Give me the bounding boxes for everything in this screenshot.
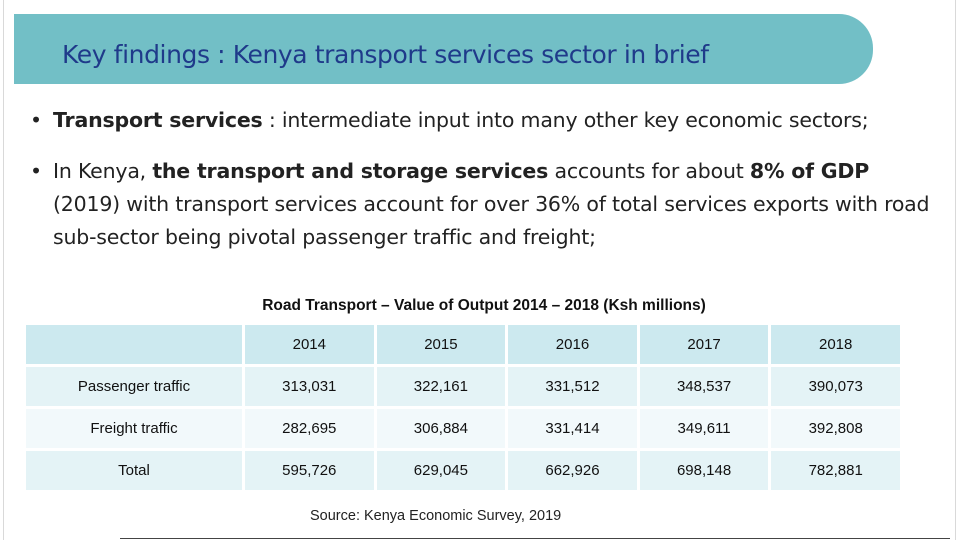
table-header-row: 2014 2015 2016 2017 2018 <box>26 325 900 364</box>
header-year-2017: 2017 <box>639 325 769 364</box>
bullet-list: • Transport services : intermediate inpu… <box>30 104 935 272</box>
bullet-1-bold-lead: Transport services <box>53 108 263 132</box>
table-cell: 782,881 <box>771 451 900 490</box>
bullet-2-bold-a: the transport and storage services <box>152 159 549 183</box>
bullet-item-1: • Transport services : intermediate inpu… <box>30 104 935 137</box>
bullet-marker: • <box>30 108 42 132</box>
slide-title: Key findings : Kenya transport services … <box>62 40 709 69</box>
table-row-freight-traffic: Freight traffic 282,695 306,884 331,414 … <box>26 409 900 448</box>
bullet-marker: • <box>30 159 42 183</box>
header-year-2014: 2014 <box>245 325 374 364</box>
table-cell: 313,031 <box>245 367 374 406</box>
header-corner-cell <box>26 325 242 364</box>
table-source-note: Source: Kenya Economic Survey, 2019 <box>310 508 562 524</box>
bullet-2-text-a: In Kenya, <box>53 159 153 183</box>
table-cell: 662,926 <box>508 451 637 490</box>
bottom-divider <box>120 538 950 539</box>
table-cell: 629,045 <box>376 451 506 490</box>
row-label: Passenger traffic <box>26 367 242 406</box>
header-year-2015: 2015 <box>376 325 506 364</box>
table-cell: 282,695 <box>245 409 374 448</box>
row-label: Freight traffic <box>26 409 242 448</box>
table-cell: 392,808 <box>771 409 900 448</box>
table-cell: 390,073 <box>771 367 900 406</box>
table-caption: Road Transport – Value of Output 2014 – … <box>262 297 706 314</box>
table-cell: 698,148 <box>639 451 769 490</box>
bullet-item-2: • In Kenya, the transport and storage se… <box>30 155 935 254</box>
table-row-total: Total 595,726 629,045 662,926 698,148 78… <box>26 451 900 490</box>
table-row-passenger-traffic: Passenger traffic 313,031 322,161 331,51… <box>26 367 900 406</box>
slide-frame <box>3 0 956 540</box>
table-cell: 349,611 <box>639 409 769 448</box>
bullet-2-text-b: accounts for about <box>548 159 750 183</box>
table-cell: 348,537 <box>639 367 769 406</box>
road-transport-table: 2014 2015 2016 2017 2018 Passenger traff… <box>23 322 903 493</box>
bullet-1-text: : intermediate input into many other key… <box>262 108 869 132</box>
table-cell: 331,512 <box>508 367 637 406</box>
table-cell: 322,161 <box>376 367 506 406</box>
table-cell: 331,414 <box>508 409 637 448</box>
table-cell: 595,726 <box>245 451 374 490</box>
header-year-2018: 2018 <box>771 325 900 364</box>
header-year-2016: 2016 <box>508 325 637 364</box>
bullet-2-text-c: (2019) with transport services account f… <box>53 192 930 249</box>
row-label: Total <box>26 451 242 490</box>
table-cell: 306,884 <box>376 409 506 448</box>
bullet-2-bold-b: 8% of GDP <box>749 159 870 183</box>
title-banner: Key findings : Kenya transport services … <box>14 14 873 84</box>
